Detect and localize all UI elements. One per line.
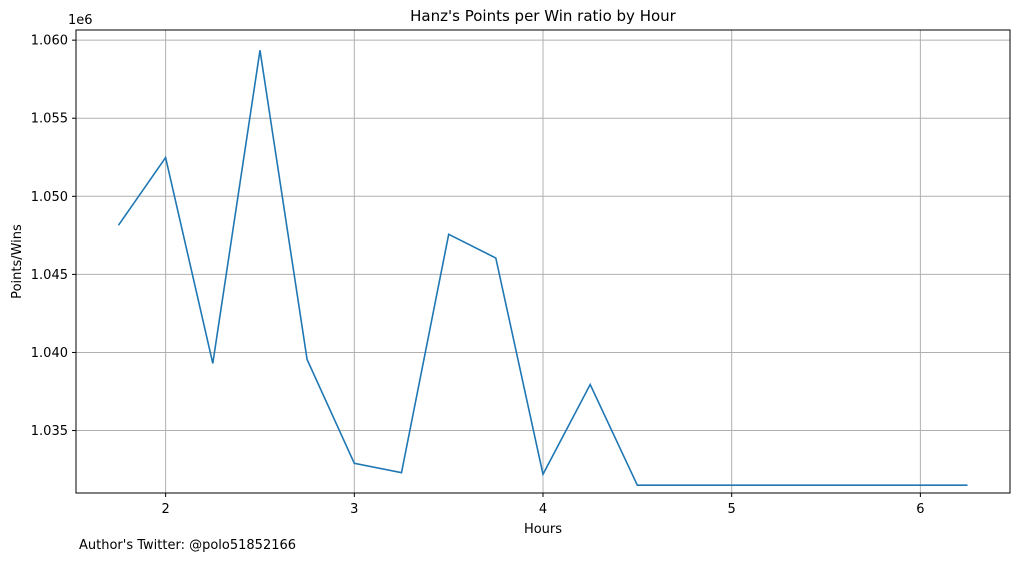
grid [76, 30, 1010, 493]
x-tick-label: 2 [161, 502, 169, 517]
series-line [117, 50, 968, 486]
y-axis-label: Points/Wins [10, 224, 25, 299]
x-axis-label: Hours [524, 522, 562, 537]
ticks: 2 3 4 5 6 1.035 1.040 1.045 1.050 1.055 1.060 [31, 34, 925, 517]
y-tick-label: 1.045 [31, 268, 68, 283]
y-tick-label: 1.060 [31, 34, 68, 49]
y-tick-label: 1.050 [31, 190, 68, 205]
x-tick-label: 5 [728, 502, 736, 517]
x-tick-label: 6 [916, 502, 924, 517]
chart-title: Hanz's Points per Win ratio by Hour [410, 7, 676, 25]
y-tick-label: 1.040 [31, 346, 68, 361]
author-footnote: Author's Twitter: @polo51852166 [79, 538, 297, 553]
y-tick-label: 1.055 [31, 112, 68, 127]
plot-frame [75, 29, 1011, 494]
y-tick-label: 1.035 [31, 424, 68, 439]
x-tick-label: 4 [539, 502, 547, 517]
x-tick-label: 3 [350, 502, 358, 517]
y-offset-label: 1e6 [68, 13, 93, 28]
